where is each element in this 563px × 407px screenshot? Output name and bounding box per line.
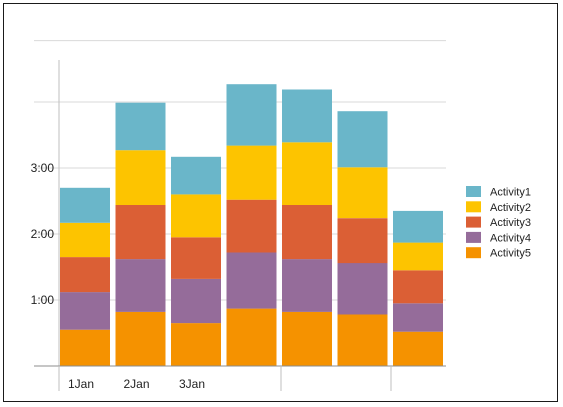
bar-segment-activity4 (337, 263, 388, 315)
bar-segment-activity2 (115, 150, 166, 205)
bar-segment-activity3 (171, 237, 221, 279)
bar-segment-activity3 (393, 270, 443, 304)
bar-segment-activity4 (226, 252, 277, 309)
x-tick-labels: 1Jan 2Jan 3Jan (68, 377, 205, 391)
bar-segment-activity2 (60, 222, 110, 258)
legend: Activity1 Activity2 Activity3 Activity4 Acti… (466, 186, 531, 260)
x-tick-label: 2Jan (124, 377, 150, 391)
bar-segment-activity5 (60, 329, 110, 366)
bar-segment-activity4 (171, 278, 221, 324)
bar-segment-activity2 (393, 242, 443, 271)
bar-segment-activity1 (226, 84, 277, 146)
bar-segment-activity5 (282, 311, 332, 366)
bar-segment-activity3 (115, 205, 166, 260)
bar-segment-activity4 (115, 259, 166, 312)
legend-swatch (466, 247, 481, 259)
legend-swatch (466, 186, 481, 197)
legend-swatch (466, 231, 481, 243)
bar-segment-activity1 (115, 102, 166, 151)
bar-segment-activity5 (393, 331, 443, 366)
bar-segment-activity4 (60, 292, 110, 330)
y-tick-labels: 1:00 2:00 3:00 (31, 161, 55, 307)
bar-segment-activity1 (282, 89, 332, 143)
bar-segment-activity3 (282, 205, 332, 260)
bar-segment-activity2 (282, 142, 332, 205)
bar-segment-activity4 (393, 303, 443, 332)
bar-segment-activity5 (226, 308, 277, 366)
bar-segment-activity2 (226, 145, 277, 200)
bar-segment-activity4 (282, 259, 332, 312)
legend-label: Activity4 (490, 232, 531, 244)
bar-segment-activity2 (337, 167, 388, 219)
y-tick-label: 3:00 (31, 161, 55, 175)
bar-segment-activity1 (337, 111, 388, 168)
bar-segment-activity1 (393, 210, 443, 243)
legend-label: Activity5 (490, 248, 531, 260)
legend-label: Activity1 (490, 187, 531, 199)
bar-segment-activity1 (171, 156, 221, 195)
bar-segment-activity3 (337, 218, 388, 264)
bar-segment-activity5 (337, 314, 388, 366)
bar-segment-activity5 (115, 311, 166, 366)
x-tick-label: 1Jan (68, 377, 94, 391)
axes (34, 60, 446, 391)
bar-segment-activity3 (60, 257, 110, 293)
bars (60, 84, 443, 366)
bar-segment-activity3 (226, 199, 277, 253)
bar-segment-activity2 (171, 194, 221, 238)
legend-swatch (466, 201, 481, 213)
bar-segment-activity1 (60, 187, 110, 223)
x-tick-label: 3Jan (179, 377, 205, 391)
y-tick-label: 1:00 (31, 293, 55, 307)
y-tick-label: 2:00 (31, 227, 55, 241)
bar-segment-activity5 (171, 323, 221, 366)
legend-swatch (466, 216, 481, 228)
legend-label: Activity2 (490, 202, 531, 214)
legend-label: Activity3 (490, 217, 531, 229)
